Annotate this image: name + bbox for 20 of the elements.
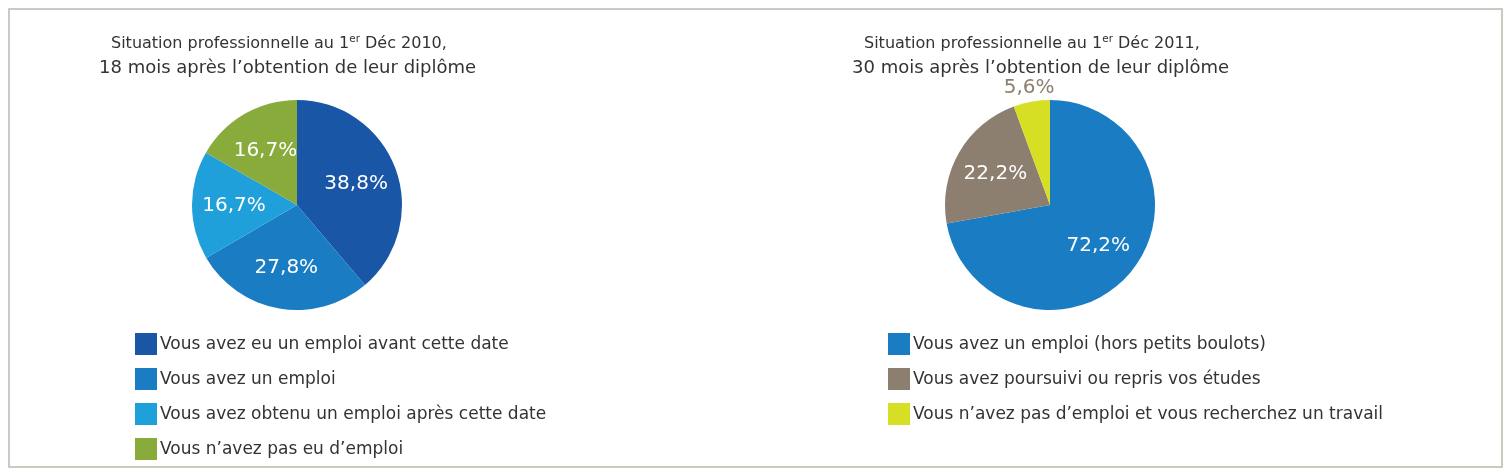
legend-label: Vous avez un emploi (hors petits boulots) [913,333,1266,353]
chart-title: Situation professionnelle au 1$^{er}$ Déc 2011, [864,32,1200,52]
data-label: 5,6% [1003,74,1055,99]
data-label: 38,8% [324,169,388,194]
legend-label: Vous avez un emploi [160,368,336,388]
data-label: 16,7% [233,136,298,161]
data-label: 16,7% [202,191,266,216]
chart-title: Situation professionnelle au 1$^{er}$ Déc 2010, [111,32,447,52]
legend-label: Vous avez poursuivi ou repris vos études [913,368,1261,388]
pie-slice [945,106,1050,224]
legend-label: Vous avez eu un emploi avant cette date [160,333,509,353]
legend-label: Vous n’avez pas d’emploi et vous recherchez un travail [913,403,1384,423]
legend-label: Vous avez obtenu un emploi après cette date [160,403,547,423]
chart-subtitle: 18 mois après l’obtention de leur diplôme [99,56,477,77]
data-label: 27,8% [254,253,319,278]
pie-slice [946,100,1155,310]
chart-subtitle: 30 mois après l’obtention de leur diplôme [852,56,1230,77]
data-label: 22,2% [963,160,1028,185]
legend-label: Vous n’avez pas eu d’emploi [160,438,404,458]
data-label: 72,2% [1066,231,1131,256]
